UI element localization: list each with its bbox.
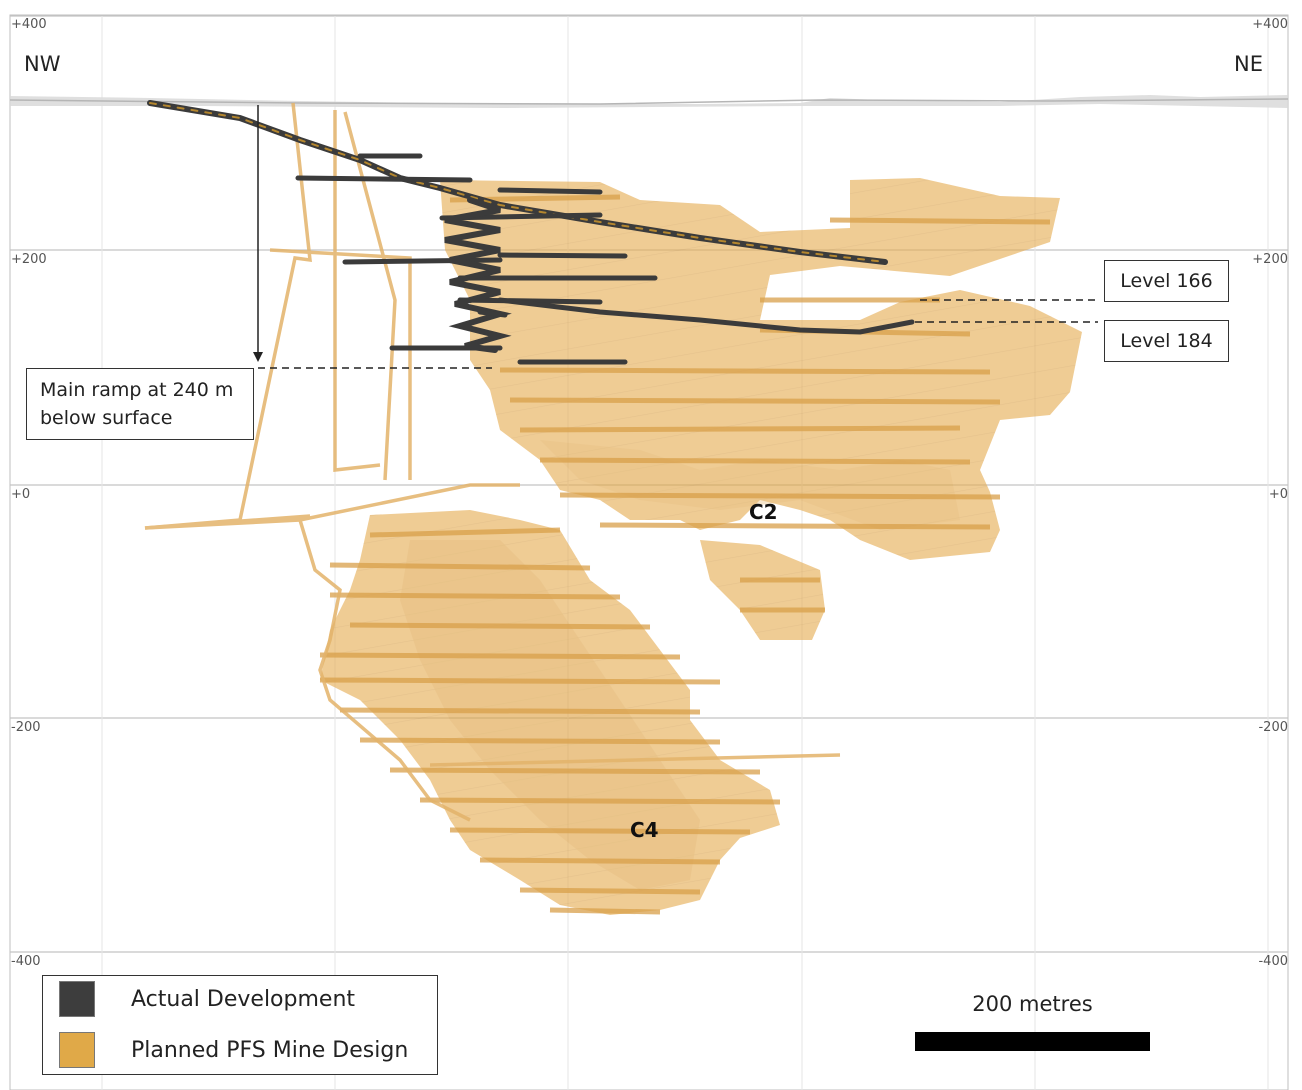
planned-mine-design [320,178,1082,915]
legend: Actual Development Planned PFS Mine Desi… [42,975,438,1075]
legend-swatch-actual [59,981,95,1017]
vertical-gridlines [101,16,1269,1090]
elevation-label-right-plus-400: +400 [1252,17,1288,32]
plot-frame [9,14,1289,1090]
ground-surface [9,95,1289,108]
elevation-label-right-plus-200: +200 [1252,252,1288,267]
legend-item-actual-development: Actual Development [59,981,355,1017]
elevation-label-left-zero: +0 [11,487,31,502]
elevation-label-left-plus-400: +400 [11,17,47,32]
actual-development [147,100,915,365]
level-184-drive-actual [497,297,915,335]
elevation-label-left-minus-400: -400 [11,954,41,969]
scale-bar-label: 200 metres [972,992,1093,1016]
planned-level-drives [319,194,1051,915]
planned-declines [144,102,841,822]
spiral-ramp-actual [444,197,512,353]
scale-bar [915,1032,1150,1051]
elevation-label-left-plus-200: +200 [11,252,47,267]
elevation-label-right-minus-400: -400 [1258,954,1288,969]
elevation-label-right-zero: +0 [1268,487,1288,502]
main-ramp-callout: Main ramp at 240 m below surface [26,368,254,440]
zone-label-c2: C2 [749,500,778,524]
main-ramp-callout-line2: below surface [40,407,173,429]
direction-label-ne: NE [1234,52,1263,76]
elevation-label-left-minus-200: -200 [11,720,41,735]
legend-swatch-planned [59,1032,95,1068]
level-184-callout: Level 184 [1104,320,1229,362]
legend-item-planned-design: Planned PFS Mine Design [59,1032,408,1068]
main-ramp-callout-line1: Main ramp at 240 m [40,379,234,401]
legend-label-planned: Planned PFS Mine Design [131,1037,409,1063]
legend-label-actual: Actual Development [131,986,356,1012]
zone-label-c4: C4 [630,818,659,842]
elevation-label-right-minus-200: -200 [1258,720,1288,735]
level-166-callout: Level 166 [1104,260,1229,302]
annotation-leaders [253,105,1098,369]
direction-label-nw: NW [24,52,61,76]
